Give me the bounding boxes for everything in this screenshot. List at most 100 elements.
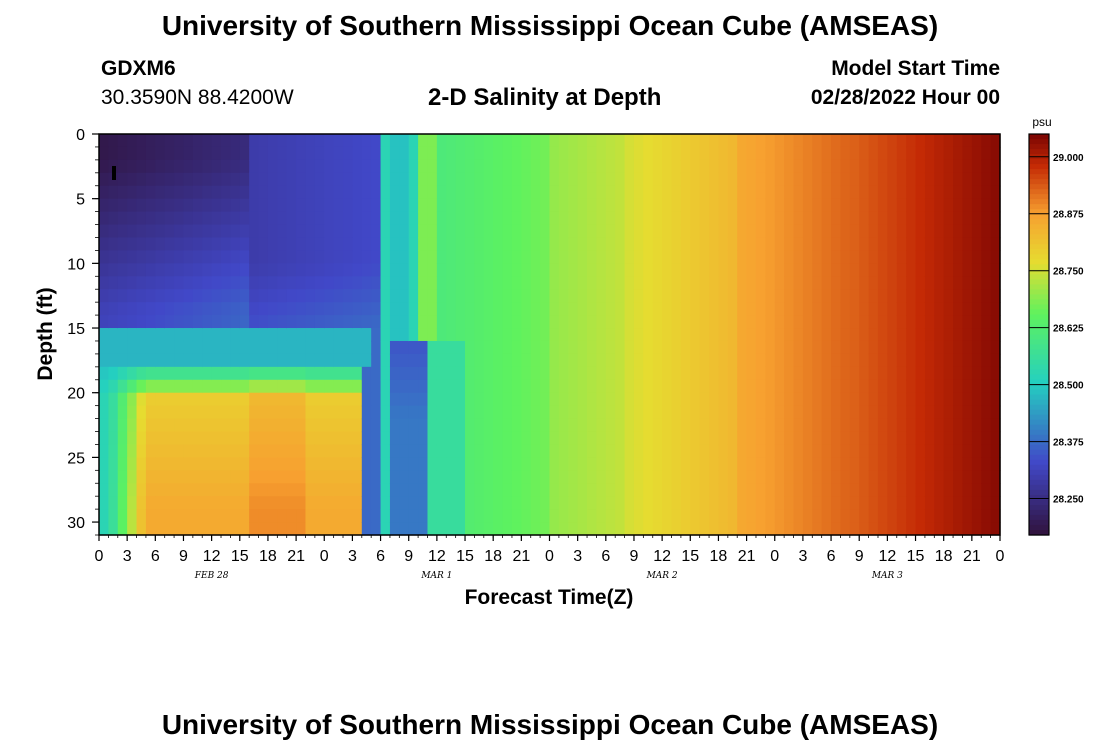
heatmap-cell xyxy=(699,185,710,200)
heatmap-cell xyxy=(774,263,785,277)
heatmap-cell xyxy=(896,496,907,510)
heatmap-cell xyxy=(765,237,776,252)
heatmap-cell xyxy=(812,134,823,148)
heatmap-cell xyxy=(587,134,598,148)
heatmap-cell xyxy=(699,353,710,368)
heatmap-cell xyxy=(971,146,982,161)
heatmap-cell xyxy=(802,444,813,458)
heatmap-cell xyxy=(221,289,231,303)
heatmap-cell xyxy=(211,392,222,407)
heatmap-cell xyxy=(793,509,804,523)
heatmap-cell xyxy=(418,198,429,213)
heatmap-cell xyxy=(802,185,813,200)
colorbar-swatch xyxy=(1029,224,1049,230)
heatmap-cell xyxy=(690,315,701,329)
heatmap-cell xyxy=(183,496,194,510)
heatmap-cell xyxy=(737,146,748,161)
heatmap-cell xyxy=(286,185,297,200)
heatmap-cell xyxy=(793,237,804,252)
heatmap-cell xyxy=(568,237,579,252)
heatmap-cell xyxy=(361,224,372,239)
colorbar: 28.25028.37528.50028.62528.75028.87529.0… xyxy=(1028,133,1084,536)
heatmap-cell xyxy=(812,302,823,316)
heatmap-cell xyxy=(793,457,804,471)
heatmap-cell xyxy=(427,418,438,433)
heatmap-cell xyxy=(511,289,522,303)
heatmap-cell xyxy=(314,134,325,148)
heatmap-cell xyxy=(211,224,222,239)
heatmap-cell xyxy=(990,224,1001,239)
heatmap-cell xyxy=(389,470,400,484)
heatmap-cell xyxy=(727,237,738,252)
heatmap-cell xyxy=(671,211,682,226)
heatmap-cell xyxy=(896,263,907,277)
heatmap-cell xyxy=(746,431,757,446)
colorbar-swatch xyxy=(1029,424,1049,431)
heatmap-cell xyxy=(690,405,701,420)
heatmap-cell xyxy=(511,198,522,213)
heatmap-cell xyxy=(793,340,804,355)
heatmap-cell xyxy=(746,263,757,277)
heatmap-cell xyxy=(943,237,954,252)
heatmap-cell xyxy=(699,470,710,484)
heatmap-cell xyxy=(408,198,419,213)
heatmap-cell xyxy=(615,353,626,368)
heatmap-cell xyxy=(465,250,476,264)
heatmap-cell xyxy=(127,366,138,381)
heatmap-cell xyxy=(868,185,879,200)
heatmap-cell xyxy=(699,431,710,446)
heatmap-cell xyxy=(286,392,297,407)
heatmap-cell xyxy=(953,263,964,277)
heatmap-cell xyxy=(333,522,344,536)
heatmap-cell xyxy=(962,470,973,484)
heatmap-cell xyxy=(530,340,541,355)
heatmap-cell xyxy=(840,263,851,277)
heatmap-cell xyxy=(117,289,128,303)
heatmap-cell xyxy=(296,146,307,161)
heatmap-cell xyxy=(615,379,626,394)
heatmap-cell xyxy=(643,185,654,200)
heatmap-cell xyxy=(436,276,447,290)
heatmap-cell xyxy=(239,263,250,277)
heatmap-cell xyxy=(577,146,588,161)
heatmap-cell xyxy=(296,483,307,497)
heatmap-cell xyxy=(380,483,391,497)
heatmap-cell xyxy=(840,328,851,342)
heatmap-cell xyxy=(324,444,335,458)
heatmap-cell xyxy=(380,418,391,433)
heatmap-cell xyxy=(971,211,982,226)
heatmap-cell xyxy=(511,276,522,290)
heatmap-cell xyxy=(474,405,485,420)
heatmap-cell xyxy=(324,366,335,381)
heatmap-cell xyxy=(624,224,635,239)
heatmap-cell xyxy=(267,470,278,484)
colorbar-swatch xyxy=(1029,474,1049,481)
heatmap-cell xyxy=(812,289,823,303)
heatmap-cell xyxy=(286,276,297,290)
heatmap-cell xyxy=(465,237,476,252)
colorbar-swatch xyxy=(1029,494,1049,501)
heatmap-cell xyxy=(633,483,644,497)
heatmap-cell xyxy=(530,263,541,277)
heatmap-cell xyxy=(164,392,175,407)
heatmap-cell xyxy=(924,237,935,252)
heatmap-cell xyxy=(643,172,654,187)
heatmap-cell xyxy=(230,457,241,471)
heatmap-cell xyxy=(446,211,457,226)
heatmap-cell xyxy=(671,509,682,523)
heatmap-cell xyxy=(192,289,203,303)
heatmap-cell xyxy=(605,185,616,200)
heatmap-cell xyxy=(399,470,410,484)
heatmap-cell xyxy=(361,509,372,523)
heatmap-cell xyxy=(840,146,851,161)
heatmap-cell xyxy=(727,340,738,355)
heatmap-cell xyxy=(389,315,400,329)
heatmap-cell xyxy=(802,366,813,381)
heatmap-cell xyxy=(371,172,382,187)
heatmap-cell xyxy=(108,302,119,316)
heatmap-cell xyxy=(962,483,973,497)
heatmap-cell xyxy=(737,340,748,355)
heatmap-cell xyxy=(427,276,438,290)
heatmap-cell xyxy=(211,134,222,148)
heatmap-cell xyxy=(765,353,776,368)
